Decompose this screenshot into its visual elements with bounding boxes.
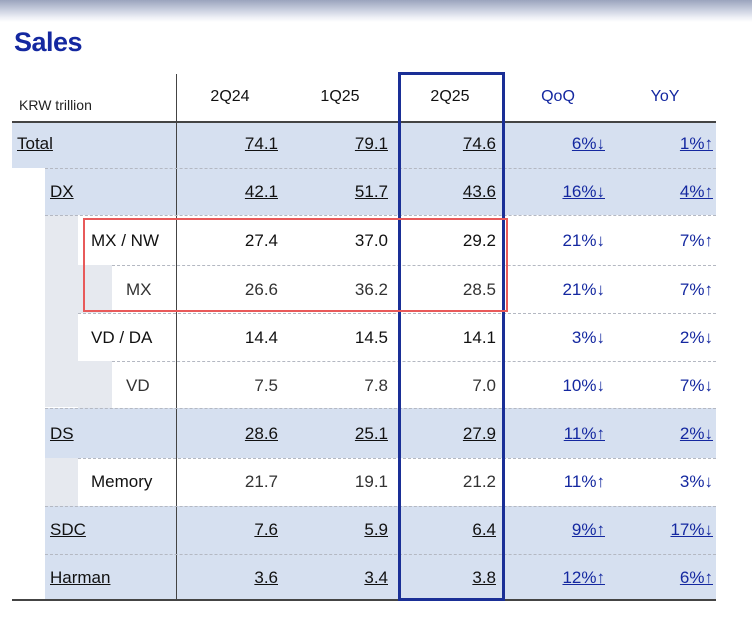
cell-ds-yoy: 2%↓ (679, 424, 713, 443)
row-label-vd-da: VD / DA (91, 328, 153, 347)
cell-vd-da-2q25: 14.1 (462, 328, 496, 347)
table-bottom-line (12, 599, 716, 601)
row-label-mx-nw: MX / NW (91, 231, 159, 250)
cell-mx-nw-qoq: 21%↓ (562, 231, 605, 250)
cell-total-2q24: 74.1 (244, 134, 278, 153)
cell-harman-1q25: 3.4 (364, 568, 388, 587)
row-divider (45, 408, 716, 409)
indent-bg-dx (45, 215, 78, 407)
row-bg-ds (45, 408, 716, 458)
indent-bg-vd (78, 361, 112, 408)
cell-harman-qoq: 12%↑ (562, 568, 605, 587)
cell-total-yoy: 1%↑ (679, 134, 713, 153)
highlight-mx-rows (83, 218, 508, 312)
cell-ds-2q25: 27.9 (462, 424, 496, 443)
row-bg-sdc (45, 506, 716, 554)
cell-vd-2q24: 7.5 (254, 376, 278, 395)
cell-sdc-2q25: 6.4 (472, 520, 496, 539)
cell-sdc-qoq: 9%↑ (571, 520, 605, 539)
cell-vd-da-1q25: 14.5 (354, 328, 388, 347)
cell-mx-yoy: 7%↑ (679, 280, 713, 299)
cell-dx-qoq: 16%↓ (562, 182, 605, 201)
row-label-dx: DX (50, 182, 74, 201)
cell-ds-2q24: 28.6 (244, 424, 278, 443)
cell-harman-yoy: 6%↑ (679, 568, 713, 587)
header-divider (12, 121, 716, 123)
cell-vd-da-2q24: 14.4 (244, 328, 278, 347)
cell-memory-1q25: 19.1 (354, 472, 388, 491)
row-divider (78, 458, 716, 459)
cell-harman-2q24: 3.6 (254, 568, 278, 587)
row-bg-harman (45, 554, 716, 600)
col-header-2q25: 2Q25 (430, 88, 470, 105)
row-divider (45, 168, 716, 169)
row-label-mx: MX (126, 280, 152, 299)
row-label-harman: Harman (50, 568, 111, 587)
cell-vd-da-qoq: 3%↓ (571, 328, 605, 347)
cell-total-qoq: 6%↓ (571, 134, 605, 153)
cell-harman-2q25: 3.8 (472, 568, 496, 587)
cell-mx-nw-yoy: 7%↑ (679, 231, 713, 250)
cell-vd-yoy: 7%↓ (679, 376, 713, 395)
cell-mx-nw-2q25: 29.2 (462, 231, 496, 250)
col-header-yoy: YoY (650, 88, 680, 105)
highlight-2q25-column (398, 72, 505, 601)
cell-mx-2q24: 26.6 (244, 280, 278, 299)
col-header-1q25: 1Q25 (320, 88, 360, 105)
cell-total-2q25: 74.6 (462, 134, 496, 153)
row-label-ds: DS (50, 424, 74, 443)
label-column-divider (176, 74, 177, 600)
cell-mx-1q25: 36.2 (354, 280, 388, 299)
cell-memory-yoy: 3%↓ (679, 472, 713, 491)
row-divider (45, 215, 716, 216)
col-header-2q24: 2Q24 (210, 88, 250, 105)
cell-vd-2q25: 7.0 (472, 376, 496, 395)
cell-sdc-yoy: 17%↓ (670, 520, 713, 539)
row-divider (45, 506, 716, 507)
row-divider (112, 361, 716, 362)
cell-mx-qoq: 21%↓ (562, 280, 605, 299)
cell-memory-2q24: 21.7 (244, 472, 278, 491)
cell-dx-2q24: 42.1 (244, 182, 278, 201)
cell-dx-1q25: 51.7 (354, 182, 388, 201)
cell-vd-qoq: 10%↓ (562, 376, 605, 395)
row-label-vd: VD (126, 376, 150, 395)
row-divider (112, 265, 716, 266)
cell-dx-yoy: 4%↑ (679, 182, 713, 201)
cell-ds-1q25: 25.1 (354, 424, 388, 443)
cell-ds-qoq: 11%↑ (563, 424, 605, 443)
row-label-sdc: SDC (50, 520, 86, 539)
cell-sdc-1q25: 5.9 (364, 520, 388, 539)
page-title: Sales (14, 27, 83, 57)
cell-memory-qoq: 11%↑ (563, 472, 605, 491)
indent-bg-ds (45, 458, 78, 506)
cell-vd-da-yoy: 2%↓ (679, 328, 713, 347)
cell-mx-nw-2q24: 27.4 (244, 231, 278, 250)
cell-sdc-2q24: 7.6 (254, 520, 278, 539)
row-bg-total (12, 121, 716, 168)
row-label-total: Total (17, 134, 53, 153)
cell-total-1q25: 79.1 (354, 134, 388, 153)
col-header-qoq: QoQ (541, 88, 575, 105)
row-divider (78, 313, 716, 314)
row-label-memory: Memory (91, 472, 153, 491)
cell-mx-nw-1q25: 37.0 (354, 231, 388, 250)
cell-dx-2q25: 43.6 (462, 182, 496, 201)
cell-mx-2q25: 28.5 (462, 280, 496, 299)
top-banner (0, 0, 752, 22)
unit-label: KRW trillion (19, 97, 92, 113)
cell-memory-2q25: 21.2 (462, 472, 496, 491)
row-divider (45, 554, 716, 555)
row-bg-dx (45, 168, 716, 215)
cell-vd-1q25: 7.8 (364, 376, 388, 395)
